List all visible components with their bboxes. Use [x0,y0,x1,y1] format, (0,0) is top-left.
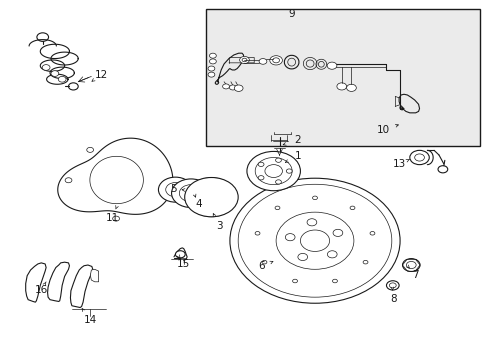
Circle shape [300,230,329,251]
Circle shape [68,83,78,90]
Circle shape [275,158,281,162]
Circle shape [275,206,279,210]
Text: 8: 8 [389,294,396,303]
Circle shape [332,229,342,237]
Polygon shape [47,262,69,301]
Circle shape [276,212,353,269]
Circle shape [86,147,93,152]
Circle shape [332,279,337,283]
Circle shape [388,283,395,288]
Circle shape [402,258,419,271]
Circle shape [239,57,249,64]
Circle shape [209,59,216,64]
Text: 12: 12 [94,69,107,80]
Circle shape [65,178,72,183]
Text: 2: 2 [294,135,301,145]
Text: 10: 10 [376,125,389,135]
Circle shape [209,53,216,58]
Circle shape [42,64,50,70]
Circle shape [285,234,294,241]
Circle shape [258,162,264,166]
Circle shape [346,84,356,91]
Circle shape [255,157,291,185]
Circle shape [326,251,336,258]
Circle shape [158,177,192,202]
Circle shape [51,71,59,76]
Circle shape [363,260,367,264]
Bar [205,9,479,146]
Text: 9: 9 [288,9,295,19]
Circle shape [242,58,246,62]
Text: 5: 5 [170,184,177,194]
Text: 16: 16 [35,285,48,295]
Circle shape [229,85,236,90]
Circle shape [58,76,66,82]
Polygon shape [26,263,46,302]
Circle shape [269,56,282,65]
Circle shape [229,178,399,303]
Circle shape [112,216,119,221]
Circle shape [175,251,185,258]
Circle shape [264,165,282,177]
Circle shape [272,58,279,63]
Circle shape [222,84,229,89]
Polygon shape [90,156,143,204]
Circle shape [297,253,307,261]
Circle shape [262,260,266,264]
Circle shape [286,169,291,173]
Circle shape [184,177,238,217]
Circle shape [234,85,243,91]
Circle shape [275,180,281,184]
Circle shape [336,83,346,90]
Polygon shape [70,265,93,307]
Circle shape [246,152,300,191]
Circle shape [437,166,447,173]
Text: 15: 15 [177,259,190,269]
Polygon shape [58,138,172,214]
Text: 11: 11 [105,212,119,222]
Circle shape [258,176,264,180]
Circle shape [207,66,214,71]
Polygon shape [90,269,99,282]
Circle shape [306,219,316,226]
Circle shape [238,184,391,297]
Circle shape [292,279,297,283]
Circle shape [409,150,428,165]
Circle shape [259,59,266,64]
Circle shape [406,261,415,269]
Circle shape [207,72,214,77]
Circle shape [369,231,374,235]
Circle shape [165,183,185,197]
Text: 1: 1 [294,151,301,161]
Circle shape [171,179,210,207]
Text: 6: 6 [258,261,264,271]
Circle shape [326,62,336,69]
Text: 4: 4 [195,199,201,209]
Circle shape [37,33,48,41]
Circle shape [414,154,424,161]
Text: 7: 7 [411,270,418,280]
Circle shape [349,206,354,210]
Text: 14: 14 [83,315,97,325]
Text: 3: 3 [216,221,222,231]
Text: 13: 13 [392,159,405,169]
Circle shape [255,231,260,235]
Circle shape [312,196,317,200]
Circle shape [179,185,202,202]
Circle shape [386,281,398,290]
